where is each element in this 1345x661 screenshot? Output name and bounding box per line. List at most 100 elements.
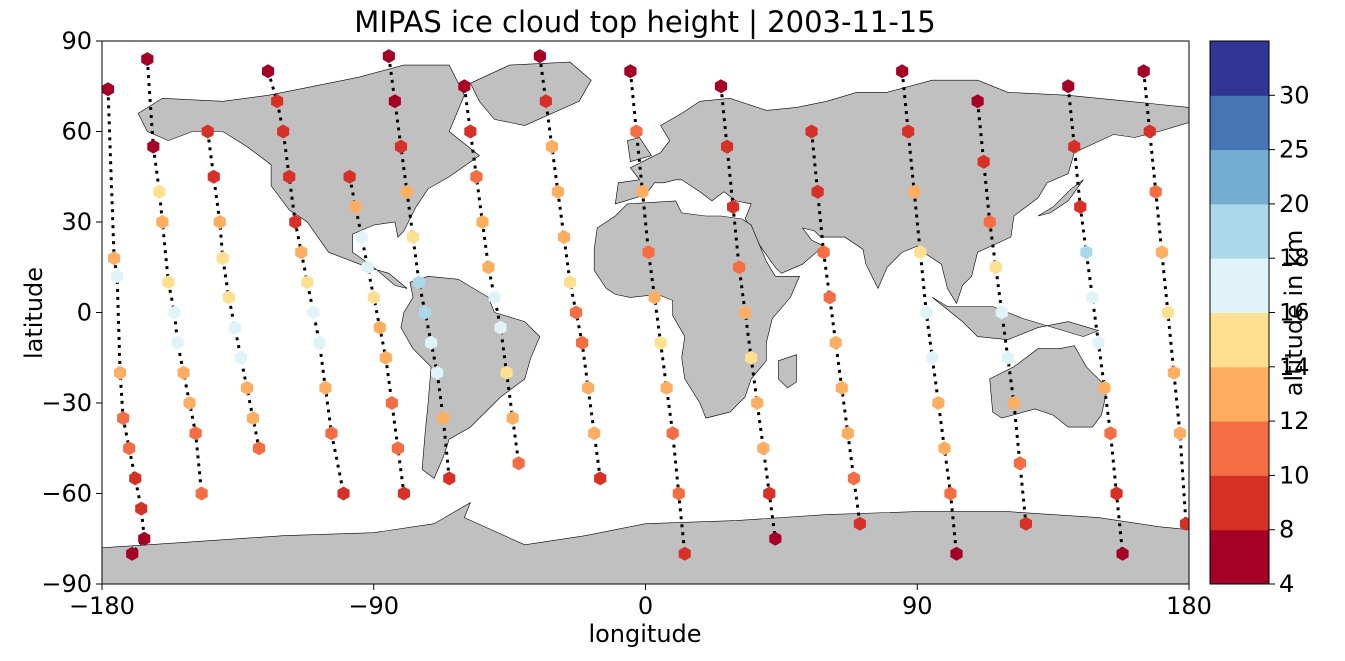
track-line [1066, 86, 1125, 554]
cloud-point [1001, 350, 1014, 365]
track-line [206, 131, 261, 449]
colorbar: 4 8 10 12 14 16 18 20 25 30 [1209, 40, 1310, 598]
cloud-point [564, 275, 577, 290]
colorbar-segment [1210, 475, 1269, 531]
cloud-point [413, 275, 426, 290]
colorbar-tick-label: 14 [1279, 353, 1310, 381]
map-panel [101, 40, 1190, 585]
cloud-point [153, 184, 166, 199]
cloud-point [482, 260, 495, 275]
cloud-point [714, 79, 727, 94]
cloud-point [841, 426, 854, 441]
colorbar-segment [1210, 258, 1269, 313]
cloud-point [594, 471, 607, 486]
cloud-point [648, 290, 661, 305]
cloud-point [582, 380, 595, 395]
cloud-point [183, 396, 196, 410]
cloud-point [195, 486, 208, 501]
cloud-point [277, 124, 290, 139]
cloud-point [379, 350, 392, 365]
track-line [1142, 71, 1188, 524]
colorbar-segment [1210, 95, 1269, 151]
cloud-point [853, 516, 866, 531]
cloud-point [932, 396, 945, 410]
x-tick-label: −180 [69, 592, 135, 620]
land-japan [1037, 179, 1084, 217]
cloud-point [654, 335, 667, 350]
track-line [810, 131, 862, 524]
cloud-point [271, 94, 284, 109]
chart-title: MIPAS ice cloud top height | 2003-11-15 [354, 5, 935, 39]
cloud-point [763, 486, 776, 501]
y-tick-label: 0 [77, 299, 92, 327]
cloud-point [545, 139, 558, 154]
x-tick-label: 90 [902, 592, 933, 620]
cloud-point [135, 501, 148, 516]
land-greenland [469, 61, 592, 126]
cloud-point [337, 486, 350, 501]
cloud-point [1074, 199, 1087, 214]
cloud-point [847, 471, 860, 486]
cloud-point [177, 365, 190, 380]
cloud-point [216, 251, 229, 266]
cloud-point [727, 199, 740, 214]
cloud-point [138, 531, 151, 546]
cloud-point [171, 335, 184, 350]
cloud-point [533, 49, 546, 64]
cloud-point [431, 365, 444, 380]
cloud-point [108, 251, 121, 266]
colorbar-segment [1210, 366, 1269, 422]
cloud-point [1104, 426, 1117, 441]
y-tick-label: 90 [61, 27, 92, 55]
cloud-point [817, 245, 830, 260]
cloud-point [751, 396, 764, 410]
cloud-point [938, 441, 951, 456]
cloud-point [189, 426, 202, 441]
cloud-point [123, 441, 136, 456]
cloud-point [1179, 516, 1189, 531]
cloud-point [283, 169, 296, 184]
cloud-point [464, 124, 477, 139]
cloud-point [494, 320, 507, 335]
colorbar-segment [1210, 41, 1269, 96]
cloud-point [1167, 365, 1180, 380]
land-uk [627, 137, 652, 163]
cloud-point [382, 49, 395, 64]
cloud-point [920, 305, 933, 320]
data-points [102, 49, 1189, 561]
cloud-point [246, 411, 259, 426]
cloud-point [977, 154, 990, 169]
cloud-point [355, 230, 368, 245]
cloud-point [576, 335, 589, 350]
cloud-point [721, 139, 734, 154]
land-indonesia [932, 297, 1100, 341]
cloud-point [129, 471, 142, 486]
track-line [719, 86, 777, 539]
colorbar-tick-label: 20 [1279, 190, 1310, 218]
colorbar-segment [1210, 421, 1269, 476]
cloud-point [102, 82, 115, 97]
cloud-point [570, 305, 583, 320]
colorbar-tick-label: 18 [1279, 244, 1310, 272]
cloud-point [325, 426, 338, 441]
colorbar-segment [1210, 149, 1269, 205]
cloud-point [476, 215, 489, 229]
cloud-point [539, 94, 552, 109]
y-axis: −90 −60 −30 0 30 60 90 [41, 27, 102, 598]
cloud-point [114, 365, 127, 380]
cloud-point [488, 290, 501, 305]
cloud-point [642, 245, 655, 260]
colorbar-segment [1210, 312, 1269, 368]
cloud-point [1062, 79, 1075, 94]
colorbar-segment [1210, 529, 1269, 585]
cloud-point [1092, 335, 1105, 350]
colorbar-tick-label: 25 [1279, 136, 1310, 164]
cloud-point [141, 52, 154, 67]
cloud-point [400, 184, 413, 199]
cloud-point [307, 305, 320, 320]
cloud-point [914, 245, 927, 260]
cloud-point [228, 320, 241, 335]
colorbar-tick-label: 12 [1279, 407, 1310, 435]
cloud-point [385, 396, 398, 410]
cloud-point [757, 441, 770, 456]
